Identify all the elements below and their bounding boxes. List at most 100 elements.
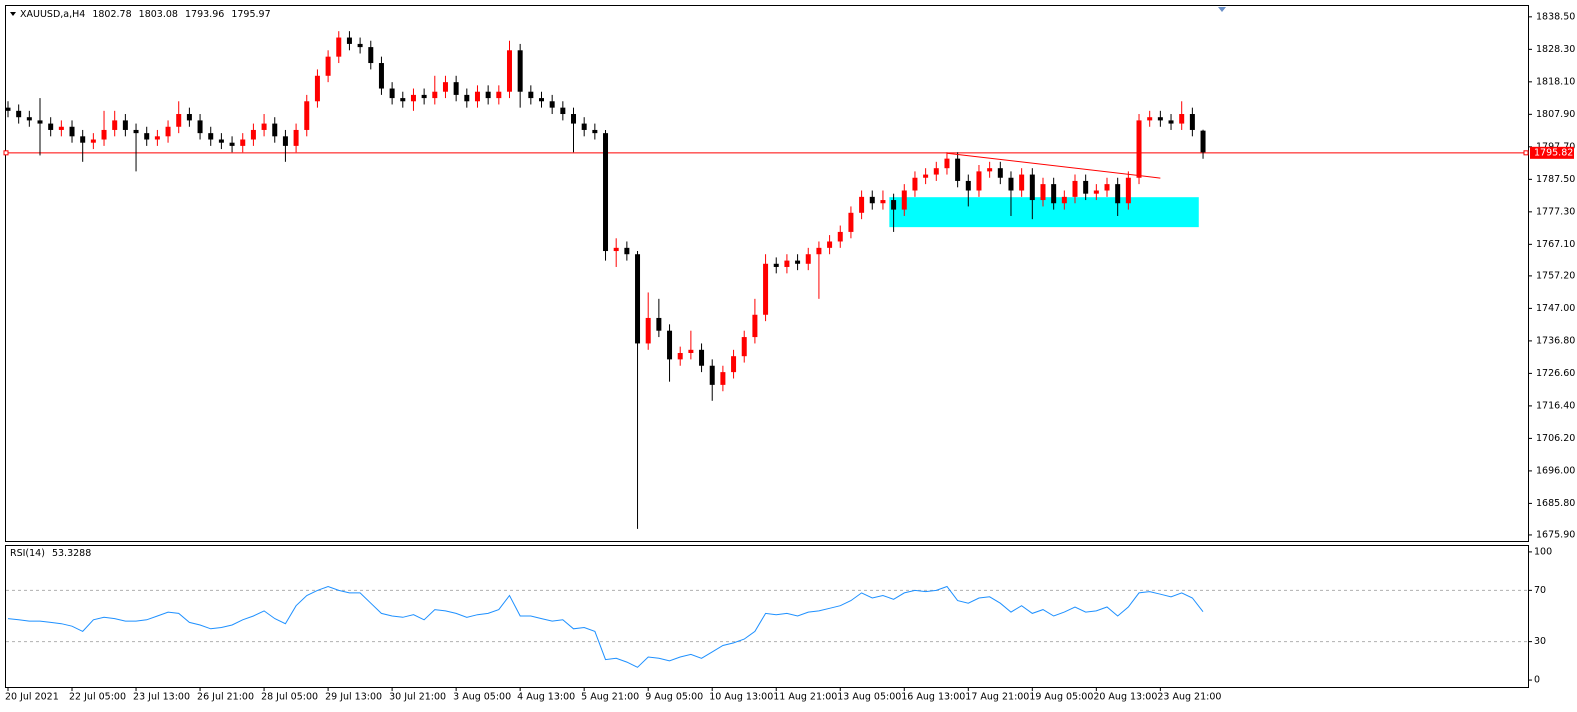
y-tick-label: 1757.20 (1536, 270, 1575, 281)
candle-body (848, 212, 854, 232)
menu-arrow (10, 12, 16, 16)
x-tick-label: 29 Jul 13:00 (325, 692, 382, 703)
candle-body (827, 241, 833, 248)
candle-body (48, 123, 54, 130)
candle-body (346, 37, 352, 44)
candle-body (69, 126, 75, 137)
candle-body (101, 129, 107, 140)
candle-body (635, 254, 641, 344)
candle-body (581, 123, 587, 130)
candle-body (133, 129, 139, 134)
candle-body (709, 365, 715, 385)
candle-body (912, 177, 918, 191)
candle-body (784, 260, 790, 267)
candle-body (250, 129, 256, 140)
candle-body (26, 117, 32, 121)
candle-body (741, 337, 747, 357)
candle-body (1157, 117, 1163, 121)
candle-body (965, 180, 971, 191)
candle-body (186, 114, 192, 121)
candle-body (837, 231, 843, 242)
candle-body (1136, 120, 1142, 178)
rsi-y-tick-label: 0 (1534, 675, 1540, 686)
y-tick-label: 1818.10 (1536, 76, 1575, 87)
y-tick-label: 1787.50 (1536, 174, 1575, 185)
candle-body (304, 101, 310, 130)
candle-body (165, 126, 171, 137)
candle-body (272, 123, 278, 137)
candle-body (197, 120, 203, 134)
candle-body (645, 317, 651, 344)
candle-body (1083, 180, 1089, 194)
candle-body (720, 372, 726, 385)
last-high: 1803.08 (139, 9, 178, 20)
candle-body (560, 107, 566, 115)
candle-body (624, 247, 630, 255)
x-tick-label: 30 Jul 21:00 (389, 692, 446, 703)
candle-body (869, 196, 875, 204)
symbol: XAUUSD,a,H4 (20, 9, 85, 20)
y-tick-label: 1767.10 (1536, 239, 1575, 250)
candle-body (357, 43, 363, 48)
candle-body (314, 75, 320, 102)
candle-body (218, 139, 224, 143)
y-tick-label: 1726.60 (1536, 368, 1575, 379)
candle-body (613, 247, 619, 252)
candle-body (1019, 174, 1025, 191)
y-tick-label: 1838.50 (1536, 11, 1575, 22)
trendline (946, 152, 1161, 179)
candle-body (1125, 177, 1131, 204)
candle-body (368, 47, 374, 64)
candle-body (752, 314, 758, 338)
x-tick-label: 4 Aug 13:00 (517, 692, 575, 703)
candle-body (506, 50, 512, 92)
candle-body (656, 317, 662, 331)
candle-body (1179, 114, 1185, 124)
candle-body (176, 114, 182, 127)
candle-body (816, 247, 822, 255)
x-tick-label: 23 Aug 21:00 (1157, 692, 1221, 703)
symbol-header: XAUUSD,a,H4 1802.78 1803.08 1793.96 1795… (20, 9, 271, 20)
candle-body (1104, 184, 1110, 191)
candle-body (528, 91, 534, 99)
last-close: 1795.97 (231, 9, 270, 20)
x-tick-label: 22 Jul 05:00 (69, 692, 126, 703)
candle-body (1200, 130, 1206, 153)
price-panel (5, 5, 1529, 542)
x-tick-label: 3 Aug 05:00 (453, 692, 511, 703)
price-label-box (1530, 146, 1574, 159)
plot: 1838.501828.301818.101807.901797.701787.… (3, 11, 1575, 703)
x-tick-label: 17 Aug 21:00 (965, 692, 1029, 703)
candle-body (464, 94, 470, 102)
candle-body (901, 190, 907, 210)
candle-body (805, 254, 811, 264)
candle-body (592, 129, 598, 134)
candle-body (80, 136, 86, 143)
candle-body (1061, 196, 1067, 204)
candle-body (453, 82, 459, 95)
rsi-name: RSI(14) (10, 548, 45, 559)
last-low: 1793.96 (185, 9, 224, 20)
candle-body (144, 133, 150, 140)
x-tick-label: 28 Jul 05:00 (261, 692, 318, 703)
rsi-last: 53.3288 (52, 548, 91, 559)
rsi-header: RSI(14) 53.3288 (10, 548, 91, 559)
candle-body (773, 263, 779, 267)
last-open: 1802.78 (92, 9, 131, 20)
x-tick-label: 13 Aug 05:00 (837, 692, 901, 703)
candle-body (400, 98, 406, 102)
x-tick-label: 20 Jul 2021 (5, 692, 59, 703)
candle-body (410, 94, 416, 102)
y-tick-label: 1807.90 (1536, 109, 1575, 120)
candle-body (1008, 177, 1014, 191)
candle-body (667, 330, 673, 360)
y-tick-label: 1696.00 (1536, 465, 1575, 476)
candle-body (933, 168, 939, 175)
candle-body (5, 107, 11, 111)
candle-body (282, 136, 288, 146)
price-line-end (3, 150, 9, 156)
candle-body (976, 171, 982, 191)
candle-body (763, 263, 769, 315)
candle-body (699, 349, 705, 366)
